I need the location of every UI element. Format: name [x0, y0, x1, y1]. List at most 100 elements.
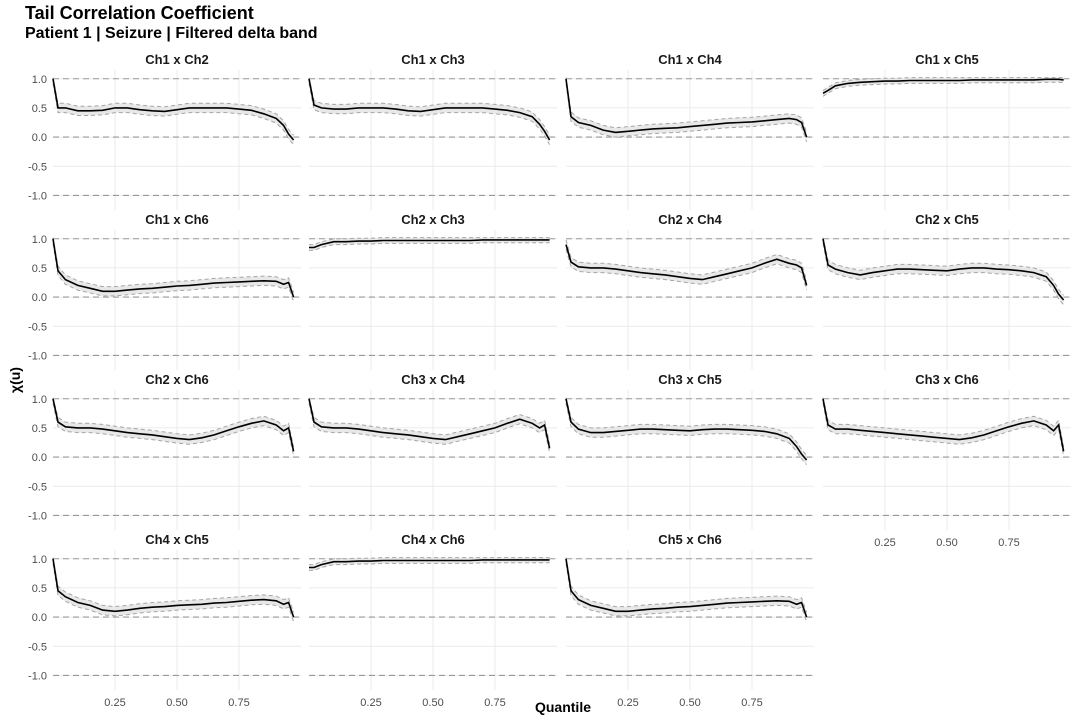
facet-strip-label: Ch2 x Ch6: [145, 372, 209, 387]
x-tick-label: 0.25: [360, 697, 381, 709]
chart-subtitle: Patient 1 | Seizure | Filtered delta ban…: [25, 25, 318, 42]
y-axis-label: χ(u): [7, 367, 23, 393]
upper-bound-line: [565, 239, 808, 281]
lower-bound-line: [308, 83, 551, 145]
y-tick-label: -0.5: [28, 321, 47, 333]
series-line: [52, 398, 295, 452]
series-line: [308, 78, 551, 141]
facet-strip-label: Ch3 x Ch5: [658, 372, 722, 387]
series-line: [565, 244, 808, 286]
y-tick-label: 0.5: [32, 103, 47, 115]
confidence-ribbon: [309, 77, 550, 145]
confidence-ribbon: [823, 397, 1064, 456]
y-tick-label: 0.0: [32, 452, 47, 464]
x-tick-label: 0.25: [617, 697, 638, 709]
facet-strip-label: Ch5 x Ch6: [658, 532, 722, 547]
confidence-ribbon: [823, 77, 1064, 97]
facet-strip-label: Ch2 x Ch5: [915, 212, 979, 227]
facet-strip-label: Ch1 x Ch3: [401, 52, 465, 67]
x-tick-label: 0.50: [422, 697, 443, 709]
y-tick-label: 0.5: [32, 423, 47, 435]
x-axis-label: Quantile: [535, 699, 591, 715]
y-tick-label: -0.5: [28, 161, 47, 173]
lower-bound-line: [822, 81, 1064, 97]
upper-bound-line: [308, 397, 551, 444]
x-tick-label: 0.25: [104, 697, 125, 709]
upper-bound-line: [565, 77, 808, 133]
facet-strip-label: Ch2 x Ch3: [401, 212, 465, 227]
confidence-ribbon: [53, 557, 294, 622]
confidence-ribbon: [309, 397, 550, 453]
facet-strip-label: Ch1 x Ch6: [145, 212, 209, 227]
y-tick-label: 1.0: [32, 74, 47, 86]
lower-bound-line: [822, 243, 1064, 306]
lower-bound-line: [52, 403, 295, 457]
series-line: [822, 238, 1065, 301]
series-line: [309, 559, 550, 569]
lower-bound-line: [52, 83, 294, 146]
lower-bound-line: [565, 249, 808, 291]
y-tick-label: -1.0: [28, 510, 47, 522]
x-tick-label: 0.50: [936, 537, 957, 549]
y-tick-label: -0.5: [28, 641, 47, 653]
confidence-ribbon: [53, 77, 294, 145]
y-tick-label: 0.5: [32, 263, 47, 275]
series-line: [52, 238, 295, 298]
confidence-ribbon: [53, 397, 294, 456]
lower-bound-line: [565, 83, 808, 142]
facet-strip-label: Ch3 x Ch4: [401, 372, 465, 387]
upper-bound-line: [52, 237, 295, 293]
facet-strip-label: Ch4 x Ch5: [145, 532, 209, 547]
y-tick-label: 0.0: [32, 612, 47, 624]
x-tick-label: 0.75: [228, 697, 249, 709]
facet-strip-label: Ch1 x Ch4: [658, 52, 722, 67]
series-line: [565, 558, 808, 618]
confidence-ribbon: [53, 237, 294, 302]
y-tick-label: -1.0: [28, 670, 47, 682]
facet-strip-label: Ch1 x Ch5: [915, 52, 979, 67]
facet-strip-label: Ch1 x Ch2: [145, 52, 209, 67]
series-line: [565, 398, 808, 461]
x-tick-label: 0.75: [998, 537, 1019, 549]
series-line: [309, 239, 550, 249]
y-tick-label: -1.0: [28, 190, 47, 202]
y-tick-label: 1.0: [32, 234, 47, 246]
y-tick-label: -1.0: [28, 350, 47, 362]
upper-bound-line: [565, 557, 808, 613]
upper-bound-line: [822, 397, 1065, 447]
upper-bound-line: [308, 77, 551, 136]
upper-bound-line: [822, 77, 1064, 91]
series-line: [565, 78, 808, 138]
y-tick-label: 0.5: [32, 583, 47, 595]
upper-bound-line: [565, 397, 807, 456]
y-tick-label: -0.5: [28, 481, 47, 493]
series-line: [52, 78, 295, 141]
x-tick-label: 0.75: [741, 697, 762, 709]
confidence-ribbon: [566, 557, 807, 622]
y-tick-label: 0.0: [32, 292, 47, 304]
lower-bound-line: [52, 563, 295, 622]
lower-bound-line: [308, 403, 551, 454]
facet-strip-label: Ch3 x Ch6: [915, 372, 979, 387]
y-tick-label: 0.0: [32, 132, 47, 144]
series-line: [822, 398, 1065, 452]
series-line: [52, 558, 295, 618]
confidence-ribbon: [566, 77, 807, 142]
upper-bound-line: [822, 237, 1064, 296]
facet-strip-label: Ch2 x Ch4: [658, 212, 722, 227]
lower-bound-line: [52, 243, 295, 302]
chart-title: Tail Correlation Coefficient: [25, 3, 254, 23]
upper-bound-line: [52, 397, 295, 447]
series-line: [308, 398, 551, 449]
lower-bound-line: [565, 563, 808, 622]
series-line: [822, 78, 1064, 94]
y-tick-label: 1.0: [32, 554, 47, 566]
x-tick-label: 0.75: [484, 697, 505, 709]
x-tick-label: 0.50: [166, 697, 187, 709]
lower-bound-line: [822, 403, 1065, 456]
x-tick-label: 0.25: [874, 537, 895, 549]
y-tick-label: 1.0: [32, 394, 47, 406]
facet-strip-label: Ch4 x Ch6: [401, 532, 465, 547]
x-tick-label: 0.50: [679, 697, 700, 709]
